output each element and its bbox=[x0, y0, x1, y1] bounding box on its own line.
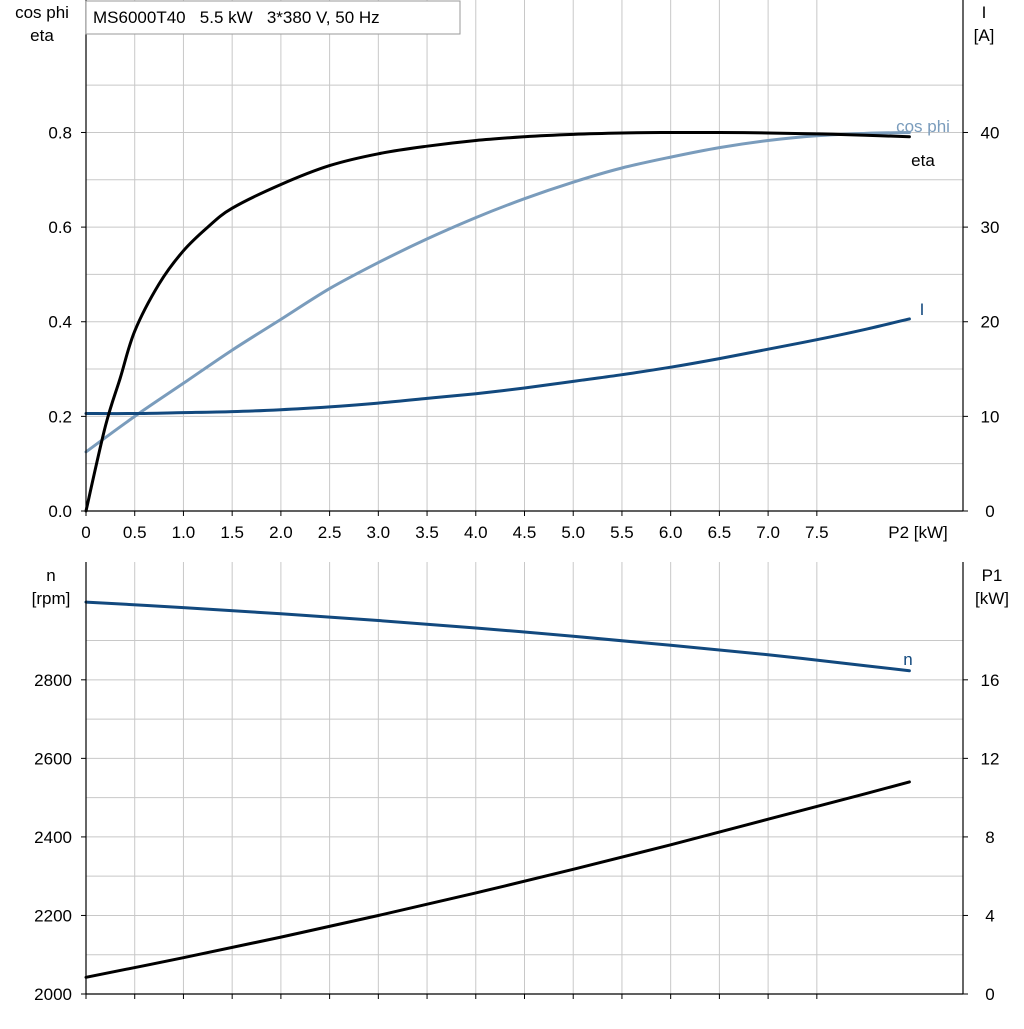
series-layer bbox=[84, 130, 911, 979]
top-left-axis-unit: eta bbox=[30, 26, 54, 45]
bottom-right-axis-label: P1 bbox=[982, 566, 1003, 585]
top-x-tick-label: 6.0 bbox=[659, 523, 683, 542]
cos-phi-line bbox=[84, 131, 911, 454]
bottom-left-tick-label: 2600 bbox=[34, 749, 72, 768]
cos-phi-label: cos phi bbox=[896, 117, 950, 136]
eta-label: eta bbox=[911, 151, 935, 170]
top-right-tick-label: 30 bbox=[981, 218, 1000, 237]
top-left-tick-label: 0.2 bbox=[48, 407, 72, 426]
bottom-left-tick-label: 2800 bbox=[34, 671, 72, 690]
top-left-tick-label: 0.0 bbox=[48, 502, 72, 521]
bottom-left-tick-label: 2200 bbox=[34, 906, 72, 925]
speed-line bbox=[84, 600, 911, 673]
chart-title: MS6000T40 5.5 kW 3*380 V, 50 Hz bbox=[93, 8, 380, 27]
bottom-right-axis-unit: [kW] bbox=[975, 589, 1009, 608]
current-line bbox=[84, 317, 911, 416]
top-panel-grid bbox=[86, 0, 963, 512]
top-right-tick-label: 40 bbox=[981, 123, 1000, 142]
bottom-right-tick-label: 4 bbox=[985, 906, 994, 925]
bottom-right-tick-label: 8 bbox=[985, 828, 994, 847]
top-left-axis-label: cos phi bbox=[15, 3, 69, 22]
top-x-tick-label: 6.5 bbox=[708, 523, 732, 542]
top-x-tick-label: 7.5 bbox=[805, 523, 829, 542]
top-x-tick-label: 3.0 bbox=[367, 523, 391, 542]
top-left-tick-label: 0.8 bbox=[48, 123, 72, 142]
top-right-tick-label: 20 bbox=[981, 313, 1000, 332]
top-right-axis-unit: [A] bbox=[974, 26, 995, 45]
current-label: I bbox=[920, 300, 925, 319]
top-x-tick-label: 4.0 bbox=[464, 523, 488, 542]
top-x-tick-label: 2.0 bbox=[269, 523, 293, 542]
bottom-right-tick-label: 12 bbox=[981, 749, 1000, 768]
top-x-axis-label: P2 [kW] bbox=[888, 523, 948, 542]
title-box bbox=[85, 0, 461, 35]
top-left-tick-label: 0.6 bbox=[48, 218, 72, 237]
top-x-tick-label: 0.5 bbox=[123, 523, 147, 542]
top-x-tick-label: 2.5 bbox=[318, 523, 342, 542]
top-right-axis-label: I bbox=[982, 3, 987, 22]
bottom-left-tick-label: 2400 bbox=[34, 828, 72, 847]
bottom-left-tick-label: 2000 bbox=[34, 985, 72, 1004]
top-x-tick-label: 5.5 bbox=[610, 523, 634, 542]
top-left-tick-label: 0.4 bbox=[48, 313, 72, 332]
bottom-right-tick-label: 0 bbox=[985, 985, 994, 1004]
bottom-right-tick-label: 16 bbox=[981, 671, 1000, 690]
bottom-left-axis-unit: [rpm] bbox=[32, 589, 71, 608]
top-x-tick-label: 0 bbox=[81, 523, 90, 542]
speed-label: n bbox=[903, 650, 912, 669]
top-x-tick-label: 7.0 bbox=[756, 523, 780, 542]
top-x-tick-label: 3.5 bbox=[415, 523, 439, 542]
top-x-tick-label: 4.5 bbox=[513, 523, 537, 542]
bottom-left-axis-label: n bbox=[46, 566, 55, 585]
eta-line bbox=[84, 130, 911, 513]
p1-line bbox=[84, 780, 911, 979]
top-x-tick-label: 5.0 bbox=[561, 523, 585, 542]
bottom-panel-grid bbox=[86, 562, 963, 995]
top-right-tick-label: 10 bbox=[981, 407, 1000, 426]
top-x-tick-label: 1.5 bbox=[220, 523, 244, 542]
top-right-tick-label: 0 bbox=[985, 502, 994, 521]
top-x-tick-label: 1.0 bbox=[172, 523, 196, 542]
